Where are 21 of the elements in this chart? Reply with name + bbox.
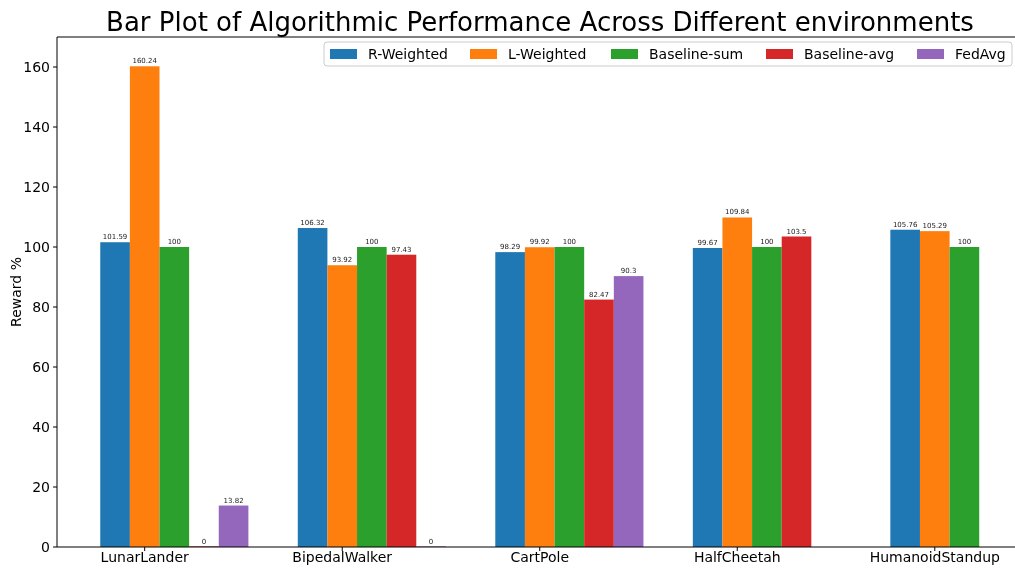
y-tick-label: 100: [23, 238, 50, 255]
y-tick-label: 60: [32, 358, 50, 375]
y-tick-label: 120: [23, 178, 50, 195]
y-tick-label: 140: [23, 118, 50, 135]
chart-title: Bar Plot of Algorithmic Performance Across Different environments: [106, 7, 974, 37]
x-tick-label: HalfCheetah: [693, 549, 781, 565]
x-tick-label: LunarLander: [100, 549, 190, 565]
legend-label: R-Weighted: [368, 45, 448, 62]
y-tick-label: 80: [32, 298, 50, 315]
y-tick-label: 160: [23, 58, 50, 75]
x-tick-label: BipedalWalker: [292, 549, 393, 565]
x-tick-label: CartPole: [510, 549, 570, 565]
y-tick-label: 20: [32, 478, 50, 495]
y-tick-label: 40: [32, 418, 50, 435]
legend-label: L-Weighted: [508, 45, 587, 62]
legend-label: FedAvg: [955, 45, 1006, 62]
legend-label: Baseline-sum: [649, 45, 744, 62]
y-axis-title: Reward %: [8, 257, 24, 327]
legend-label: Baseline-avg: [804, 45, 895, 62]
y-tick-label: 0: [41, 538, 50, 555]
x-tick-label: HumanoidStandup: [869, 549, 1001, 565]
